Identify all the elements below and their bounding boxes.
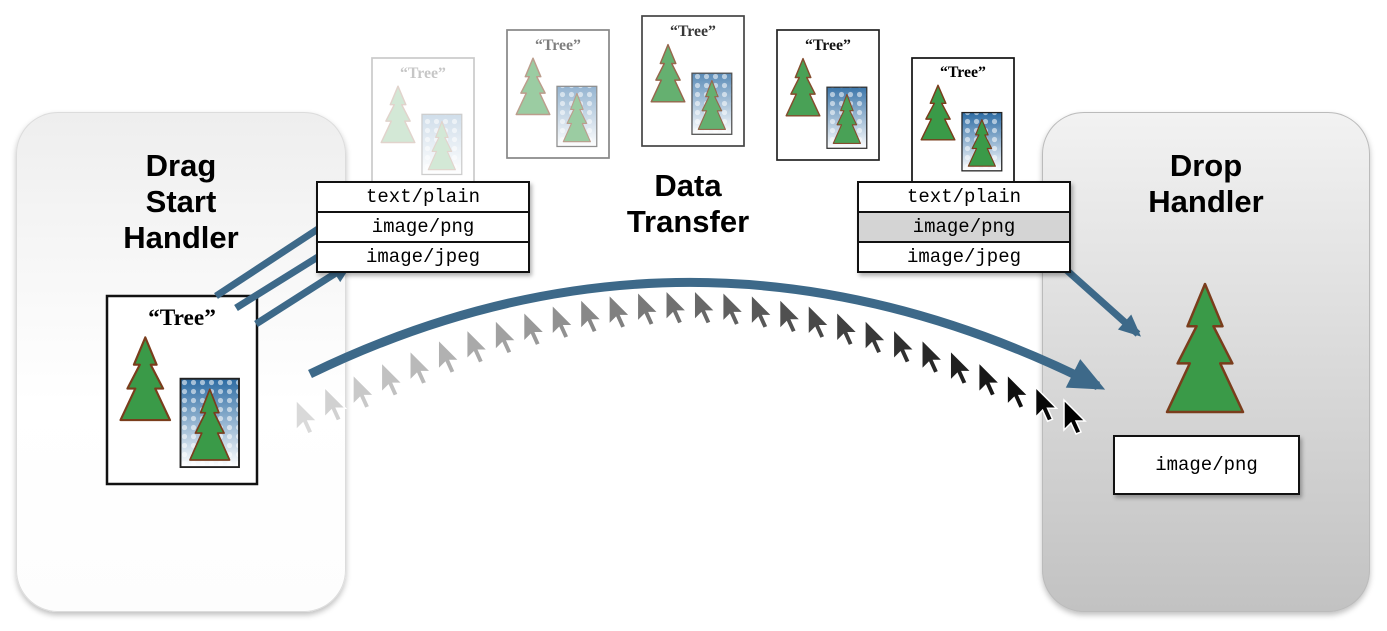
tree-icon: [967, 119, 996, 167]
mouse-cursor-icon: [380, 360, 405, 398]
heading-line: Handler: [1148, 184, 1264, 219]
mime-type-item-selected: image/png: [859, 213, 1069, 243]
tree-icon: [697, 79, 726, 130]
document-label: “Tree”: [670, 23, 716, 40]
document-card: “Tree”: [641, 15, 745, 147]
mime-type-item: text/plain: [859, 183, 1069, 213]
document-card: “Tree”: [371, 57, 475, 187]
mouse-cursor-icon: [721, 289, 746, 327]
document-label: “Tree”: [400, 65, 446, 82]
tree-icon: [1165, 282, 1245, 414]
tree-icon: [189, 388, 231, 461]
document-label: “Tree”: [940, 64, 986, 81]
mouse-cursor-icon: [807, 302, 831, 340]
tree-icon: [562, 92, 591, 143]
drag-path-arrow: [308, 278, 1106, 391]
mouse-cursor-icon: [949, 348, 974, 386]
heading-line: Data: [654, 168, 722, 203]
mouse-cursor-icon: [636, 289, 661, 327]
mouse-cursor-icon: [1063, 398, 1087, 435]
mouse-cursor-icon: [579, 297, 604, 334]
mouse-cursor-icon: [522, 309, 547, 347]
mouse-cursor-icon: [921, 337, 945, 375]
mouse-cursor-icon: [835, 309, 860, 347]
arrow-to-image-jpeg: [254, 261, 354, 327]
floating-document-cards: “Tree” “Tree” “Tree” “Tree” “Tree”: [371, 15, 1015, 187]
heading-line: Transfer: [626, 204, 750, 239]
drop-handler-heading: Drop Handler: [1042, 148, 1370, 220]
document-card: “Tree”: [776, 29, 880, 161]
document-card: “Tree”: [105, 294, 259, 486]
tree-icon: [650, 43, 686, 103]
document-label: “Tree”: [535, 37, 581, 54]
mouse-cursor-icon: [665, 288, 689, 326]
tree-icon: [785, 57, 821, 117]
cursor-trail: [295, 288, 1087, 435]
tree-icon: [380, 85, 416, 144]
mime-type-item: image/png: [318, 213, 528, 243]
mouse-cursor-icon: [494, 318, 518, 355]
image-thumbnail: [179, 377, 240, 469]
mouse-cursor-icon: [295, 398, 319, 435]
mouse-cursor-icon: [778, 297, 803, 334]
heading-line: Start: [145, 184, 217, 219]
tree-icon: [427, 120, 456, 171]
document-label: “Tree”: [148, 305, 216, 331]
drop-result-mime-type: image/png: [1113, 435, 1300, 495]
document-card: “Tree”: [506, 29, 610, 159]
mouse-cursor-icon: [1006, 372, 1030, 410]
mouse-cursor-icon: [892, 327, 917, 365]
mime-type-item: text/plain: [318, 183, 528, 213]
image-thumbnail: [826, 86, 868, 149]
image-thumbnail: [961, 111, 1003, 172]
mouse-cursor-icon: [977, 360, 1002, 398]
heading-line: Drop: [1169, 148, 1243, 183]
image-thumbnail: [556, 85, 598, 148]
mouse-cursor-icon: [465, 327, 490, 365]
mouse-cursor-icon: [352, 372, 376, 410]
data-transfer-heading: Data Transfer: [588, 168, 788, 240]
mouse-cursor-icon: [551, 302, 575, 340]
heading-line: Handler: [123, 220, 239, 255]
mouse-cursor-icon: [437, 337, 462, 375]
heading-line: Drag: [145, 148, 217, 183]
source-document-card: “Tree”: [105, 294, 259, 486]
tree-icon: [515, 57, 551, 116]
tree-icon: [119, 336, 172, 422]
mouse-cursor-icon: [864, 318, 888, 355]
mouse-cursor-icon: [1034, 385, 1059, 423]
document-label: “Tree”: [805, 37, 851, 54]
image-thumbnail: [421, 113, 463, 176]
mouse-cursor-icon: [409, 348, 433, 386]
mouse-cursor-icon: [608, 292, 632, 330]
document-card: “Tree”: [911, 57, 1015, 183]
data-transfer-mime-type-list: text/plain image/png image/jpeg: [857, 181, 1071, 273]
drag-start-handler-heading: Drag Start Handler: [16, 148, 346, 256]
drag-mime-type-list: text/plain image/png image/jpeg: [316, 181, 530, 273]
dropped-tree-icon: [1165, 282, 1245, 414]
mouse-cursor-icon: [750, 292, 774, 330]
mime-type-item: image/jpeg: [365, 246, 481, 268]
mouse-cursor-icon: [323, 385, 348, 423]
tree-icon: [832, 93, 861, 144]
mime-type-item: image/jpeg: [906, 246, 1022, 268]
mouse-cursor-icon: [693, 288, 718, 326]
image-thumbnail: [691, 72, 733, 135]
tree-icon: [920, 84, 956, 141]
